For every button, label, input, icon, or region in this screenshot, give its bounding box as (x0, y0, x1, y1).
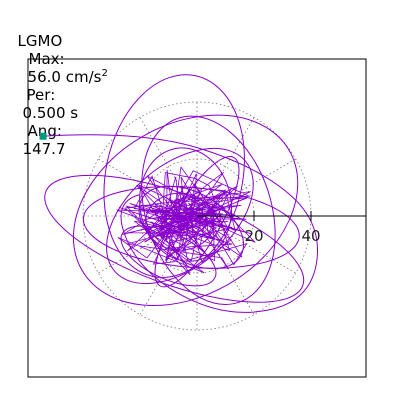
orbit-loop-5 (106, 147, 254, 285)
ang-value: 147.7 (22, 140, 66, 158)
orbit-loop-2 (103, 74, 245, 278)
grid-radial-30 (196, 158, 296, 217)
max-exponent: 2 (101, 68, 108, 79)
tick-label-40: 40 (301, 227, 320, 245)
station-name: LGMO (17, 32, 63, 50)
trace-core (116, 166, 256, 276)
grid-radial-60 (196, 117, 255, 217)
trace-path (43, 134, 318, 313)
plot-frame (27, 58, 367, 378)
radial-axis (197, 211, 366, 221)
tick-label-20: 20 (244, 227, 263, 245)
tick-labels: 20 40 (244, 227, 320, 245)
per-label: Per: (26, 86, 56, 104)
max-value: 56.0 cm/s (27, 68, 102, 86)
grid-radial-210 (98, 215, 198, 274)
plot-title: LGMO Max: 56.0 cm/s2 Per: 0.500 s Ang: 1… (8, 14, 108, 158)
grid-radial-120 (139, 117, 198, 217)
orbit-loop-1 (72, 114, 299, 307)
per-value: 0.500 s (22, 104, 79, 122)
particle-motion-trace (43, 74, 318, 313)
orbit-loop-7 (139, 147, 233, 262)
start-marker (39, 132, 47, 140)
